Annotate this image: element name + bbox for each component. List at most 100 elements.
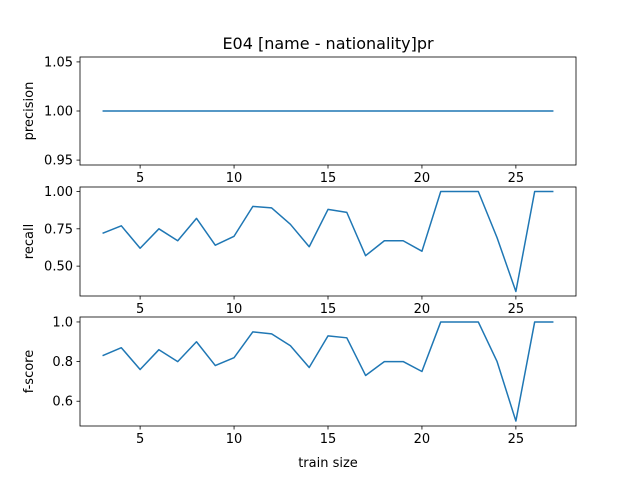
recall-x-tick-label: 25 bbox=[508, 302, 525, 317]
precision-y-tick-label: 1.00 bbox=[44, 105, 73, 120]
recall-data-point bbox=[496, 236, 499, 239]
recall-data-point bbox=[402, 239, 405, 242]
recall-data-point bbox=[383, 239, 386, 242]
recall-data-point bbox=[458, 190, 461, 193]
fscore-data-point bbox=[420, 370, 423, 373]
recall-data-point bbox=[514, 290, 517, 293]
precision-data-point bbox=[364, 110, 367, 113]
precision-y-axis-label: precision bbox=[22, 82, 37, 141]
precision-data-point bbox=[327, 110, 330, 113]
precision-data-point bbox=[345, 110, 348, 113]
precision-data-point bbox=[270, 110, 273, 113]
recall-x-tick-label: 15 bbox=[320, 302, 337, 317]
recall-x-tick-label: 10 bbox=[226, 302, 243, 317]
fscore-panel: 5 10 15 20 25 0.6 0.8 1.0 f-score train size bbox=[22, 315, 577, 471]
fscore-x-axis-label: train size bbox=[298, 456, 358, 471]
recall-data-point bbox=[439, 190, 442, 193]
precision-data-point bbox=[514, 110, 517, 113]
fscore-data-point bbox=[458, 320, 461, 323]
fscore-y-tick-label: 0.6 bbox=[52, 395, 73, 410]
fscore-data-point bbox=[195, 340, 198, 343]
precision-x-tick-label: 10 bbox=[226, 171, 243, 186]
precision-data-point bbox=[552, 110, 555, 113]
recall-data-point bbox=[345, 211, 348, 214]
fscore-x-tick-label: 25 bbox=[508, 432, 525, 447]
fscore-data-point bbox=[477, 320, 480, 323]
fscore-data-point bbox=[439, 320, 442, 323]
precision-x-tick-label: 15 bbox=[320, 171, 337, 186]
precision-data-point bbox=[251, 110, 254, 113]
fscore-y-tick-label: 0.8 bbox=[52, 355, 73, 370]
precision-data-point bbox=[139, 110, 142, 113]
precision-data-point bbox=[383, 110, 386, 113]
recall-data-point bbox=[214, 244, 217, 247]
fscore-data-point bbox=[214, 364, 217, 367]
fscore-y-tick-label: 1.0 bbox=[52, 315, 73, 330]
recall-y-tick-label: 0.75 bbox=[44, 222, 73, 237]
recall-data-point bbox=[195, 217, 198, 220]
precision-x-tick-label: 25 bbox=[508, 171, 525, 186]
fscore-data-point bbox=[289, 344, 292, 347]
precision-x-tick-label: 5 bbox=[136, 171, 144, 186]
recall-data-point bbox=[233, 235, 236, 238]
precision-data-point bbox=[308, 110, 311, 113]
recall-y-tick-label: 0.50 bbox=[44, 260, 73, 275]
precision-data-point bbox=[420, 110, 423, 113]
precision-data-point bbox=[101, 110, 104, 113]
recall-data-point bbox=[101, 232, 104, 235]
fscore-data-point bbox=[364, 374, 367, 377]
precision-x-tick-label: 20 bbox=[414, 171, 431, 186]
recall-y-tick-label: 1.00 bbox=[44, 185, 73, 200]
recall-data-point bbox=[533, 190, 536, 193]
recall-x-tick-label: 5 bbox=[136, 302, 144, 317]
fscore-y-axis-label: f-score bbox=[22, 350, 37, 394]
precision-data-point bbox=[496, 110, 499, 113]
recall-y-axis-label: recall bbox=[22, 224, 37, 259]
recall-data-point bbox=[176, 239, 179, 242]
fscore-x-tick-label: 5 bbox=[136, 432, 144, 447]
recall-data-point bbox=[420, 250, 423, 253]
precision-data-point bbox=[176, 110, 179, 113]
fscore-data-point bbox=[120, 346, 123, 349]
recall-series-line bbox=[102, 190, 554, 293]
precision-panel: 5 10 15 20 25 0.95 1.00 1.05 precision bbox=[22, 55, 577, 186]
precision-data-point bbox=[233, 110, 236, 113]
precision-data-point bbox=[120, 110, 123, 113]
recall-data-point bbox=[477, 190, 480, 193]
fscore-data-point bbox=[402, 360, 405, 363]
fscore-data-point bbox=[345, 336, 348, 339]
recall-data-point bbox=[270, 206, 273, 209]
recall-data-point bbox=[364, 254, 367, 257]
fscore-data-point bbox=[139, 368, 142, 371]
precision-data-point bbox=[439, 110, 442, 113]
recall-data-point bbox=[308, 245, 311, 248]
fscore-x-tick-label: 15 bbox=[320, 432, 337, 447]
fscore-data-point bbox=[308, 366, 311, 369]
fscore-x-tick-label: 20 bbox=[414, 432, 431, 447]
precision-data-point bbox=[477, 110, 480, 113]
precision-data-point bbox=[195, 110, 198, 113]
chart-title: E04 [name - nationality]pr bbox=[222, 34, 434, 53]
fscore-series-line bbox=[102, 321, 554, 422]
precision-data-point bbox=[289, 110, 292, 113]
fscore-data-point bbox=[496, 360, 499, 363]
recall-data-point bbox=[139, 247, 142, 250]
precision-y-tick-label: 1.05 bbox=[44, 55, 73, 70]
fscore-data-point bbox=[552, 320, 555, 323]
precision-data-point bbox=[458, 110, 461, 113]
precision-data-point bbox=[157, 110, 160, 113]
recall-data-point bbox=[289, 223, 292, 226]
precision-y-tick-label: 0.95 bbox=[44, 154, 73, 169]
fscore-data-point bbox=[251, 330, 254, 333]
recall-data-point bbox=[552, 190, 555, 193]
recall-data-point bbox=[251, 205, 254, 208]
fscore-data-point bbox=[233, 356, 236, 359]
fscore-x-tick-label: 10 bbox=[226, 432, 243, 447]
fscore-data-point bbox=[157, 348, 160, 351]
fscore-data-point bbox=[383, 360, 386, 363]
recall-panel: 5 10 15 20 25 0.50 0.75 1.00 recall bbox=[22, 185, 577, 317]
recall-data-point bbox=[157, 227, 160, 230]
